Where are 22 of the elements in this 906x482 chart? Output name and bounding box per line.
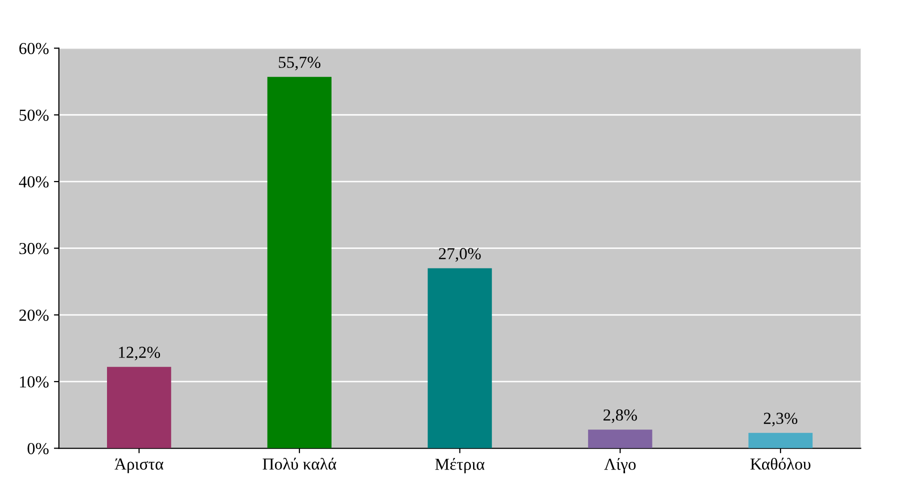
data-label: 55,7% bbox=[278, 56, 320, 70]
data-label: 12,2% bbox=[119, 346, 160, 360]
y-tick-label: 10% bbox=[20, 376, 49, 388]
y-tick-label: 0% bbox=[28, 442, 49, 454]
bar bbox=[107, 366, 172, 448]
data-label: 2,8% bbox=[604, 409, 637, 424]
bar bbox=[267, 76, 332, 448]
y-tick-label: 20% bbox=[19, 310, 49, 321]
x-tick-label: Καθόλου bbox=[750, 458, 810, 470]
x-tick-label: Πολύ καλά bbox=[262, 458, 336, 470]
x-tick-label: Άριστα bbox=[114, 458, 164, 474]
bar bbox=[428, 268, 492, 448]
y-tick-label: 30% bbox=[19, 242, 49, 254]
bar bbox=[588, 430, 652, 448]
bar bbox=[748, 432, 813, 448]
x-tick-label: Μέτρια bbox=[435, 458, 484, 474]
y-tick-label: 50% bbox=[20, 110, 49, 121]
y-tick-label: 60% bbox=[19, 42, 49, 54]
data-label: 2,3% bbox=[764, 412, 798, 426]
y-tick-label: 40% bbox=[18, 176, 49, 188]
x-tick-label: Λίγο bbox=[604, 458, 636, 474]
data-label: 27,0% bbox=[439, 248, 481, 262]
